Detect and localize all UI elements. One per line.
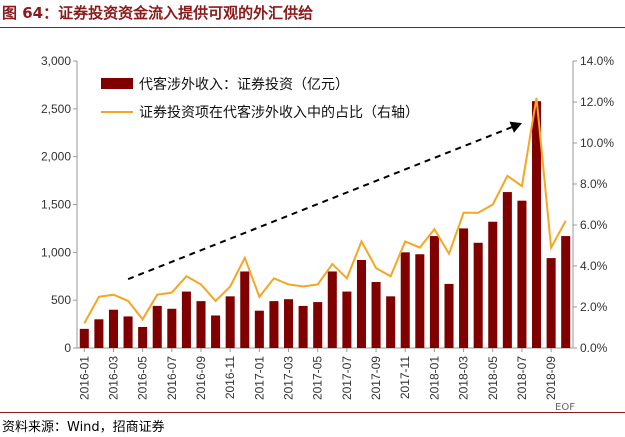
- line-series: [83, 97, 567, 324]
- y-right-tick-label: 6.0%: [580, 218, 608, 232]
- bar: [211, 315, 221, 348]
- x-tick-label: 2017-05: [311, 356, 325, 400]
- bar: [254, 310, 264, 348]
- y-right-tick-label: 0.0%: [580, 341, 608, 355]
- bar: [561, 236, 571, 348]
- y-left-tick-label: 500: [51, 293, 71, 307]
- y-right-tick-label: 2.0%: [580, 300, 608, 314]
- x-tick-label: 2016-03: [106, 356, 120, 400]
- y-left-tick-label: 3,000: [41, 54, 71, 68]
- bar: [94, 319, 104, 348]
- x-tick-label: 2016-01: [77, 356, 91, 400]
- bar: [517, 200, 527, 348]
- y-right-tick-label: 12.0%: [580, 95, 614, 109]
- x-tick-label: 2016-07: [165, 356, 179, 400]
- bar: [356, 259, 366, 348]
- bar: [284, 299, 294, 348]
- legend-label-bar: 代客涉外收入：证券投资（亿元）: [139, 76, 349, 93]
- y-right-tick-label: 4.0%: [580, 259, 608, 273]
- bar: [459, 228, 469, 348]
- tick-labels: 0 500 1,000 1,500 2,000 2,500 3,000 0.0% 2.0% 4.0…: [41, 54, 614, 400]
- bar: [298, 305, 308, 348]
- y-left-tick-label: 2,500: [41, 102, 71, 116]
- x-tick-label: 2017-01: [252, 356, 266, 400]
- bar: [79, 328, 89, 348]
- watermark: EOF: [555, 402, 575, 413]
- y-left-tick-label: 1,000: [41, 245, 71, 259]
- y-right-tick-label: 8.0%: [580, 177, 608, 191]
- bar: [152, 305, 162, 348]
- legend-label-line: 证券投资项在代客涉外收入中的占比（右轴）: [139, 104, 419, 121]
- bar: [167, 308, 177, 348]
- bar: [473, 242, 483, 348]
- x-tick-label: 2016-05: [136, 356, 150, 400]
- bar: [138, 326, 148, 348]
- bar: [327, 271, 337, 348]
- bar: [502, 192, 512, 348]
- bar: [342, 291, 352, 348]
- x-tick-label: 2017-07: [340, 356, 354, 400]
- chart-title: 图 64：证券投资资金流入提供可观的外汇供给: [2, 4, 314, 22]
- y-left-tick-label: 2,000: [41, 150, 71, 164]
- bar: [488, 221, 498, 348]
- title-divider: [0, 27, 625, 28]
- x-tick-label: 2016-11: [223, 356, 237, 399]
- trend-arrow-shaft: [127, 126, 513, 281]
- legend: 代客涉外收入：证券投资（亿元） 证券投资项在代客涉外收入中的占比（右轴）: [101, 76, 419, 121]
- y-right-tick-label: 10.0%: [580, 136, 614, 150]
- bar: [546, 258, 556, 348]
- bar: [123, 316, 133, 348]
- x-tick-label: 2017-03: [282, 356, 296, 400]
- bar: [444, 283, 454, 348]
- bar: [225, 296, 235, 348]
- bar: [415, 254, 425, 348]
- trend-arrow-head: [509, 121, 522, 133]
- bar: [400, 252, 410, 348]
- x-tick-label: 2017-11: [398, 356, 412, 399]
- x-tick-label: 2018-05: [486, 356, 500, 400]
- bar: [386, 296, 396, 348]
- footer-divider: [0, 412, 625, 413]
- bar: [240, 271, 250, 348]
- x-tick-label: 2016-09: [194, 356, 208, 400]
- bar-series: [79, 101, 571, 349]
- bar: [181, 291, 191, 348]
- source-note: 资料来源：Wind，招商证券: [2, 420, 165, 435]
- x-tick-label: 2018-09: [544, 356, 558, 400]
- bar: [313, 302, 323, 348]
- share-line: [83, 97, 567, 324]
- legend-swatch-bar: [101, 78, 133, 89]
- trend-arrow: [127, 121, 522, 281]
- x-tick-label: 2018-03: [457, 356, 471, 400]
- bar: [429, 236, 439, 348]
- bar: [532, 101, 542, 349]
- y-left-tick-label: 0: [64, 341, 71, 355]
- bar: [196, 301, 206, 348]
- x-tick-label: 2017-09: [369, 356, 383, 400]
- y-left-tick-label: 1,500: [41, 198, 71, 212]
- bar: [108, 309, 118, 348]
- x-tick-label: 2018-01: [427, 356, 441, 400]
- bar: [371, 281, 381, 348]
- x-tick-label: 2018-07: [515, 356, 529, 400]
- y-right-tick-label: 14.0%: [580, 54, 614, 68]
- bar: [269, 301, 279, 348]
